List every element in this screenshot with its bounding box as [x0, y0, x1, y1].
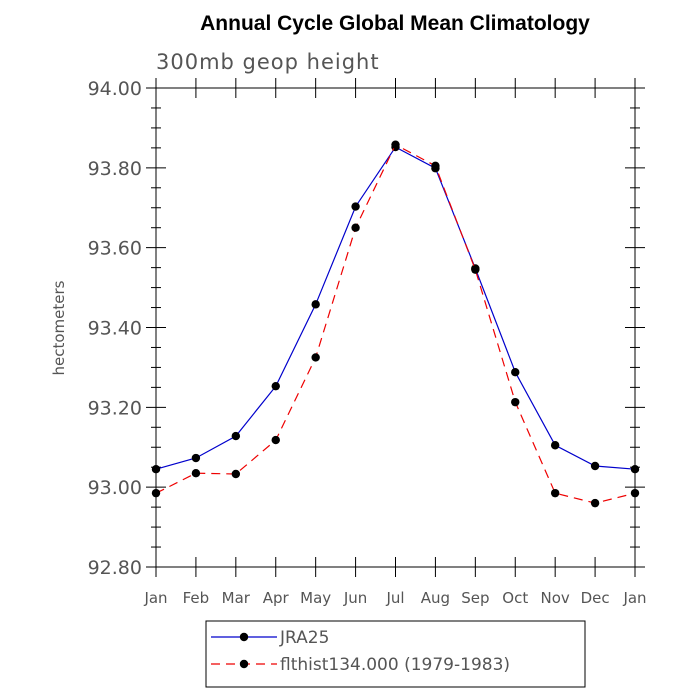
data-point: [431, 161, 440, 171]
y-tick-label: 92.80: [88, 557, 142, 579]
series-layer: [151, 140, 640, 508]
x-tick-label: Mar: [222, 589, 251, 607]
data-point: [630, 465, 640, 474]
x-tick-label: Nov: [541, 589, 570, 607]
y-tick-label: 93.00: [88, 477, 142, 499]
data-point: [351, 223, 360, 232]
data-point: [151, 488, 161, 498]
x-tick-label: Sep: [461, 589, 489, 607]
data-point: [191, 468, 201, 478]
legend-marker-0: [239, 632, 249, 642]
data-point: [590, 498, 600, 508]
data-point: [590, 461, 600, 471]
legend: JRA25 flthist134.000 (1979-1983): [205, 620, 586, 688]
x-tick-label: Apr: [263, 589, 290, 607]
x-tick-label: Jan: [143, 589, 167, 607]
data-point: [630, 488, 640, 498]
y-tick-label: 93.60: [88, 238, 142, 260]
y-tick-label: 93.20: [88, 397, 142, 419]
x-tick-label: Jul: [385, 589, 404, 607]
axis-ticks: [146, 78, 645, 577]
x-tick-label: Dec: [581, 589, 610, 607]
data-point: [271, 381, 280, 391]
data-point: [550, 488, 560, 498]
legend-marker-1: [239, 659, 249, 669]
x-tick-label: Aug: [421, 589, 450, 607]
legend-label-1: flthist134.000 (1979-1983): [280, 655, 510, 675]
data-point: [191, 453, 201, 463]
x-tick-label: Jan: [622, 589, 646, 607]
x-tick-label: Oct: [502, 589, 528, 607]
data-point: [511, 397, 520, 407]
y-tick-labels: 92.80 93.00 93.20 93.40 93.60 93.80 94.00: [88, 78, 142, 579]
data-point: [550, 441, 560, 450]
series-1: [151, 140, 640, 508]
x-tick-label: Feb: [183, 589, 210, 607]
x-tick-label: Jun: [343, 589, 367, 607]
data-point: [511, 368, 520, 377]
data-point: [471, 265, 480, 274]
y-tick-label: 93.80: [88, 158, 142, 180]
data-point: [231, 469, 241, 479]
legend-label-0: JRA25: [279, 628, 329, 648]
data-point: [271, 435, 280, 445]
y-tick-label: 93.40: [88, 318, 142, 340]
data-point: [311, 353, 320, 362]
data-point: [311, 300, 320, 309]
y-tick-label: 94.00: [88, 78, 142, 100]
x-tick-labels: Jan Feb Mar Apr May Jun Jul Aug Sep Oct Nov Dec Jan: [143, 589, 646, 607]
series-line: [155, 146, 636, 470]
data-point: [231, 431, 241, 441]
data-point: [391, 140, 400, 149]
data-point: [351, 202, 360, 211]
legend-box: [205, 620, 586, 688]
y-axis-label: hectometers: [50, 280, 68, 375]
data-point: [151, 465, 161, 474]
x-tick-label: May: [300, 589, 331, 607]
series-0: [151, 142, 640, 474]
chart-subtitle: 300mb geop height: [156, 50, 380, 74]
chart-title: Annual Cycle Global Mean Climatology: [200, 12, 590, 35]
